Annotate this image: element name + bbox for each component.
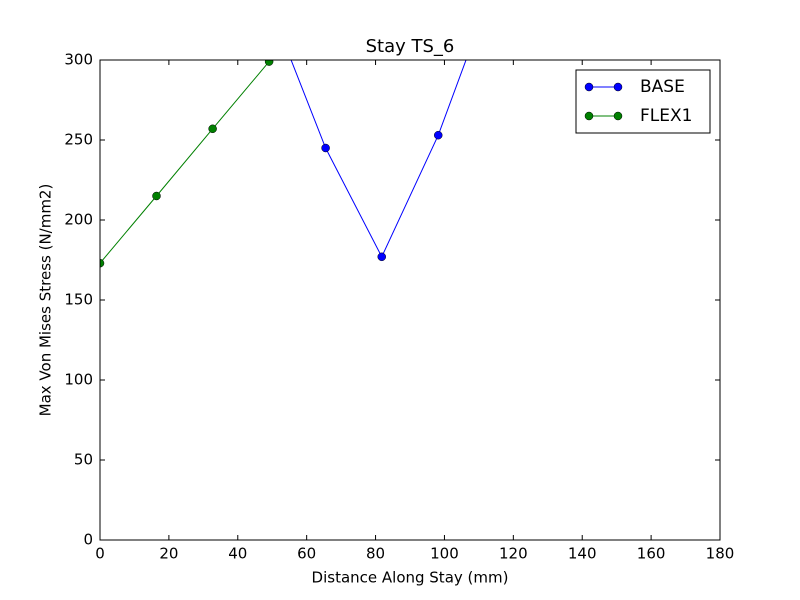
x-tick-label: 120	[499, 545, 528, 563]
chart-title: Stay TS_6	[366, 36, 455, 57]
x-tick-label: 100	[430, 545, 459, 563]
legend-marker	[584, 82, 594, 92]
point	[321, 143, 330, 153]
x-tick-label: 80	[366, 545, 385, 563]
x-axis-label: Distance Along Stay (mm)	[312, 569, 509, 587]
legend-label: BASE	[640, 77, 685, 97]
point	[208, 124, 217, 134]
y-tick-label: 0	[83, 531, 93, 549]
point	[152, 191, 161, 201]
point	[433, 130, 443, 140]
point	[100, 258, 105, 268]
plot-area	[100, 60, 467, 268]
legend-marker	[584, 111, 594, 121]
series-line	[100, 61, 270, 264]
legend-label: FLEX1	[640, 106, 692, 126]
point	[264, 60, 274, 66]
x-tick-label: 180	[706, 545, 735, 563]
y-tick-label: 100	[64, 371, 93, 389]
y-tick-label: 50	[74, 451, 93, 469]
x-tick-label: 20	[159, 545, 178, 563]
y-tick-label: 300	[64, 51, 93, 69]
y-tick-label: 200	[64, 211, 93, 229]
point	[377, 252, 387, 262]
y-tick-label: 150	[64, 291, 93, 309]
x-tick-label: 140	[568, 545, 597, 563]
x-tick-label: 60	[297, 545, 316, 563]
y-axis-label: Max Von Mises Stress (N/mm2)	[37, 184, 55, 417]
legend-marker	[613, 111, 623, 121]
x-tick-label: 160	[637, 545, 666, 563]
x-tick-label: 40	[228, 545, 247, 563]
legend-box	[575, 69, 711, 134]
x-tick-label: 0	[95, 545, 105, 563]
y-tick-label: 250	[64, 131, 93, 149]
legend-marker	[613, 82, 623, 92]
